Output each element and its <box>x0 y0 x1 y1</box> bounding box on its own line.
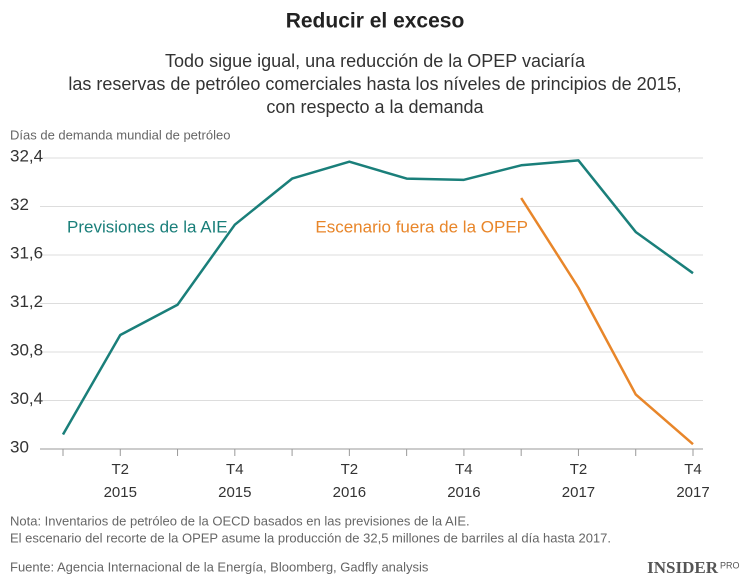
y-tick-label: 32,4 <box>10 146 43 165</box>
y-tick-label: 30 <box>10 437 29 456</box>
y-tick-label: 31,2 <box>10 292 43 311</box>
x-tick-label: T4 2016 <box>447 461 481 501</box>
logo-sup: PRO <box>720 560 740 570</box>
line <box>61 159 694 436</box>
subtitle: Todo sigue igual, una reducción de la OP… <box>165 51 586 71</box>
chart-title: Reducir el exceso <box>286 10 465 33</box>
note: Nota: Inventarios de petróleo de la OECD… <box>10 513 470 528</box>
subtitle: las reservas de petróleo comerciales has… <box>68 74 681 94</box>
x-tick-label: T4 2017 <box>676 461 710 501</box>
x-tick-label: T4 2015 <box>218 461 252 501</box>
series-label: Previsiones de la AIE <box>67 217 228 236</box>
x-tick-label: T2 2017 <box>561 461 596 501</box>
x-tick-label: T2 2015 <box>103 461 137 501</box>
note: El escenario del recorte de la OPEP asum… <box>10 530 611 545</box>
y-tick-label: 31,6 <box>10 243 43 262</box>
logo: INSIDER <box>647 558 719 577</box>
y-tick-label: 30,4 <box>10 389 43 408</box>
x-tick-label: T2 2016 <box>332 461 367 501</box>
subtitle: con respecto a la demanda <box>266 97 484 117</box>
series-label: Escenario fuera de la OPEP <box>315 217 528 236</box>
y-axis-label: Días de demanda mundial de petróleo <box>10 127 230 142</box>
source: Fuente: Agencia Internacional de la Ener… <box>10 559 429 574</box>
y-tick-label: 32 <box>10 195 29 214</box>
y-tick-label: 30,8 <box>10 340 43 359</box>
line <box>520 197 694 446</box>
